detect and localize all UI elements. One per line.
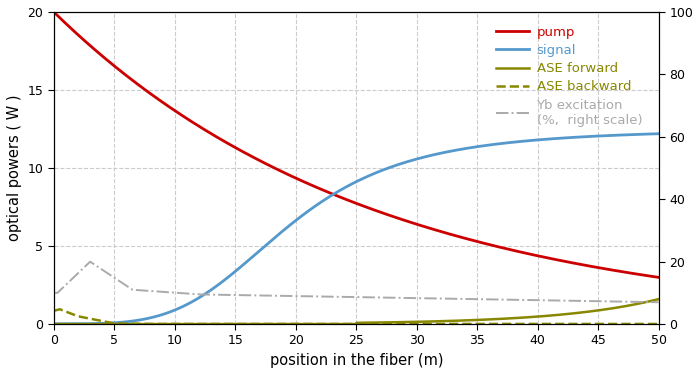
Line: ASE backward: ASE backward [54,309,659,324]
signal [654,132,663,136]
Yb excitation
(%,  right scale) [316,294,325,299]
Line: pump: pump [54,12,659,278]
Line: signal: signal [54,134,659,324]
ASE forward [532,314,540,319]
ASE forward [294,322,302,326]
Yb excitation
(%,  right scale) [50,291,58,295]
Yb excitation
(%,  right scale) [466,297,474,301]
ASE backward [55,307,64,312]
pump [654,275,663,280]
ASE forward [522,315,530,320]
Y-axis label: optical powers ( W ): optical powers ( W ) [7,95,22,241]
pump [294,177,302,182]
Yb excitation
(%,  right scale) [522,298,531,302]
pump [465,237,473,242]
Yb excitation
(%,  right scale) [533,298,541,302]
Legend: pump, signal, ASE forward, ASE backward, Yb excitation
(%,  right scale): pump, signal, ASE forward, ASE backward,… [491,22,646,131]
signal [316,200,324,205]
ASE backward [317,322,326,326]
ASE backward [50,309,58,313]
signal [465,146,473,150]
ASE backward [533,322,542,326]
ASE backward [146,322,154,326]
pump [532,253,540,258]
Yb excitation
(%,  right scale) [295,294,303,298]
pump [50,10,58,14]
ASE backward [522,322,531,326]
signal [111,321,120,325]
signal [50,321,58,326]
Yb excitation
(%,  right scale) [654,300,663,304]
ASE backward [466,322,475,326]
ASE forward [111,322,120,326]
Yb excitation
(%,  right scale) [112,277,120,281]
ASE forward [465,318,473,322]
pump [111,65,120,69]
ASE forward [50,322,58,326]
ASE forward [654,297,663,302]
signal [522,139,530,143]
Line: Yb excitation
(%,  right scale): Yb excitation (%, right scale) [54,262,659,302]
signal [532,138,540,142]
Yb excitation
(%,  right scale) [86,260,94,264]
ASE backward [112,321,120,326]
signal [294,216,302,220]
ASE backward [654,322,663,326]
pump [316,187,324,191]
ASE forward [316,322,324,326]
Line: ASE forward: ASE forward [54,299,659,324]
X-axis label: position in the fiber (m): position in the fiber (m) [270,353,443,368]
pump [522,251,530,255]
ASE backward [295,322,304,326]
